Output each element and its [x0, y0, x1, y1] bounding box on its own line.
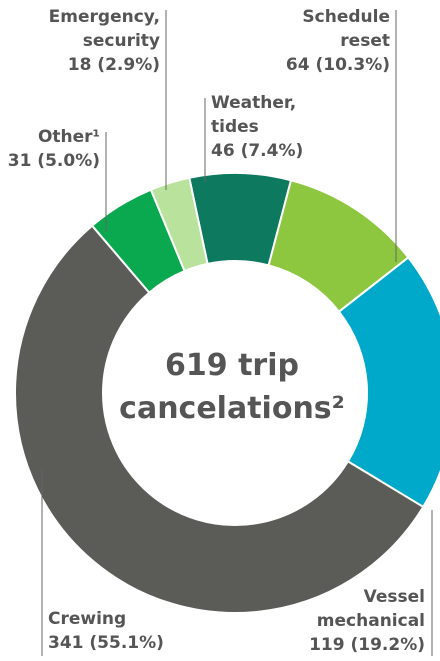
value-label: 341 (55.1%)	[48, 633, 164, 653]
value-label: 46 (7.4%)	[211, 141, 303, 161]
segment-label: Emergency,	[49, 7, 160, 27]
value-label: 18 (2.9%)	[68, 55, 160, 75]
segment-label: Other¹	[38, 127, 100, 147]
segment-label: tides	[211, 117, 259, 137]
center-text: 619 trip	[165, 348, 299, 383]
value-label: 119 (19.2%)	[309, 635, 425, 655]
segment-label: reset	[340, 31, 390, 51]
segment-label: Crewing	[48, 609, 126, 629]
segment-label: security	[83, 31, 160, 51]
segment-label: Weather,	[211, 93, 296, 113]
value-label: 64 (10.3%)	[286, 55, 390, 75]
value-label: 31 (5.0%)	[8, 151, 100, 171]
segment-label: Vessel	[364, 587, 425, 607]
donut-segment	[337, 256, 440, 509]
segment-label: mechanical	[317, 611, 425, 631]
segment-label: Schedule	[302, 7, 390, 27]
center-text: cancelations²	[119, 391, 345, 426]
donut-segment	[14, 224, 425, 614]
donut-segment	[149, 176, 209, 273]
